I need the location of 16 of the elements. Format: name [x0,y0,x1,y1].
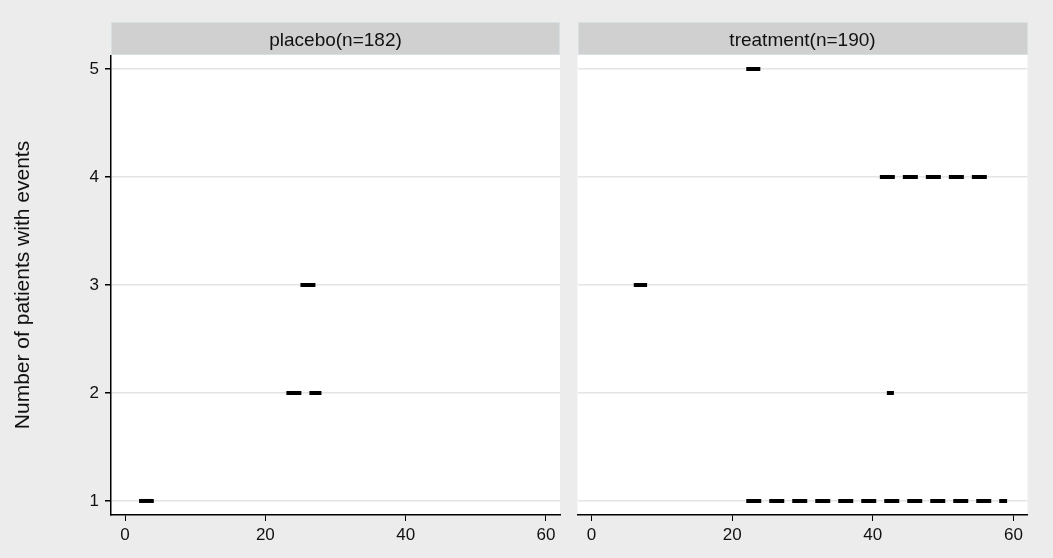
y-tick-label: 3 [89,274,99,294]
y-tick-label: 5 [89,58,99,78]
y-tick-label: 1 [89,490,99,510]
y-axis-title: Number of patients with events [10,140,34,430]
x-tick-label: 20 [722,524,742,544]
x-tick-label: 40 [863,524,883,544]
x-tick-label: 60 [536,524,556,544]
x-tick-label: 20 [255,524,275,544]
y-tick-label: 4 [89,166,99,186]
x-tick-label: 60 [1003,524,1023,544]
x-tick-label: 0 [586,524,597,544]
x-tick-label: 40 [396,524,416,544]
x-tick-label: 0 [120,524,130,544]
chart-title: treatment(n=190) [577,22,1028,55]
chart-title: placebo(n=182) [111,22,560,55]
y-tick-label: 2 [89,382,99,402]
